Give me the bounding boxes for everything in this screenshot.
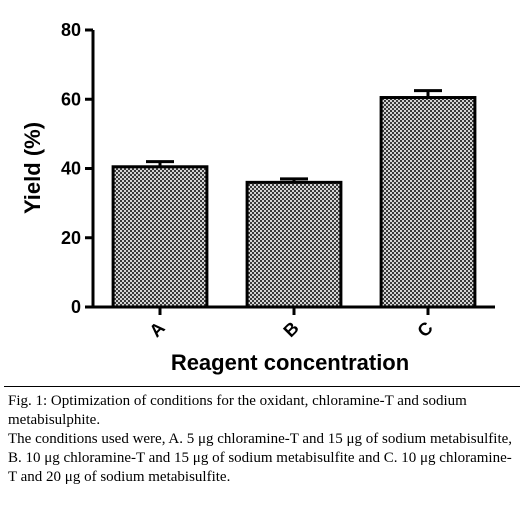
bar-B — [245, 180, 343, 309]
bar-chart: 0 20 40 60 80 A B C Yield (%) Reagent concentr… — [20, 20, 495, 375]
x-axis-label: Reagent concentration — [171, 350, 409, 375]
x-tick-label: C — [413, 318, 436, 341]
caption-divider — [4, 386, 520, 387]
y-ticks: 0 20 40 60 80 — [61, 20, 93, 317]
error-bars-layer — [146, 89, 442, 183]
bars-layer — [111, 96, 477, 309]
x-tick-label: B — [279, 318, 302, 341]
x-tick-label: A — [145, 318, 168, 341]
y-tick-label: 40 — [61, 159, 81, 179]
bar-A — [111, 165, 209, 309]
y-tick-label: 60 — [61, 89, 81, 109]
y-tick-label: 80 — [61, 20, 81, 40]
x-ticks: A B C — [145, 307, 437, 341]
y-axis-label: Yield (%) — [20, 122, 45, 214]
caption-conditions: The conditions used were, A. 5 μg chlora… — [8, 431, 513, 485]
caption-title: Fig. 1: Optimization of conditions for t… — [8, 393, 467, 428]
y-tick-label: 20 — [61, 228, 81, 248]
bar-C — [379, 96, 477, 309]
chart-canvas: 0 20 40 60 80 A B C Yield (%) Reagent concentr… — [20, 20, 495, 375]
y-tick-label: 0 — [71, 297, 81, 317]
figure-caption: Fig. 1: Optimization of conditions for t… — [8, 392, 520, 487]
